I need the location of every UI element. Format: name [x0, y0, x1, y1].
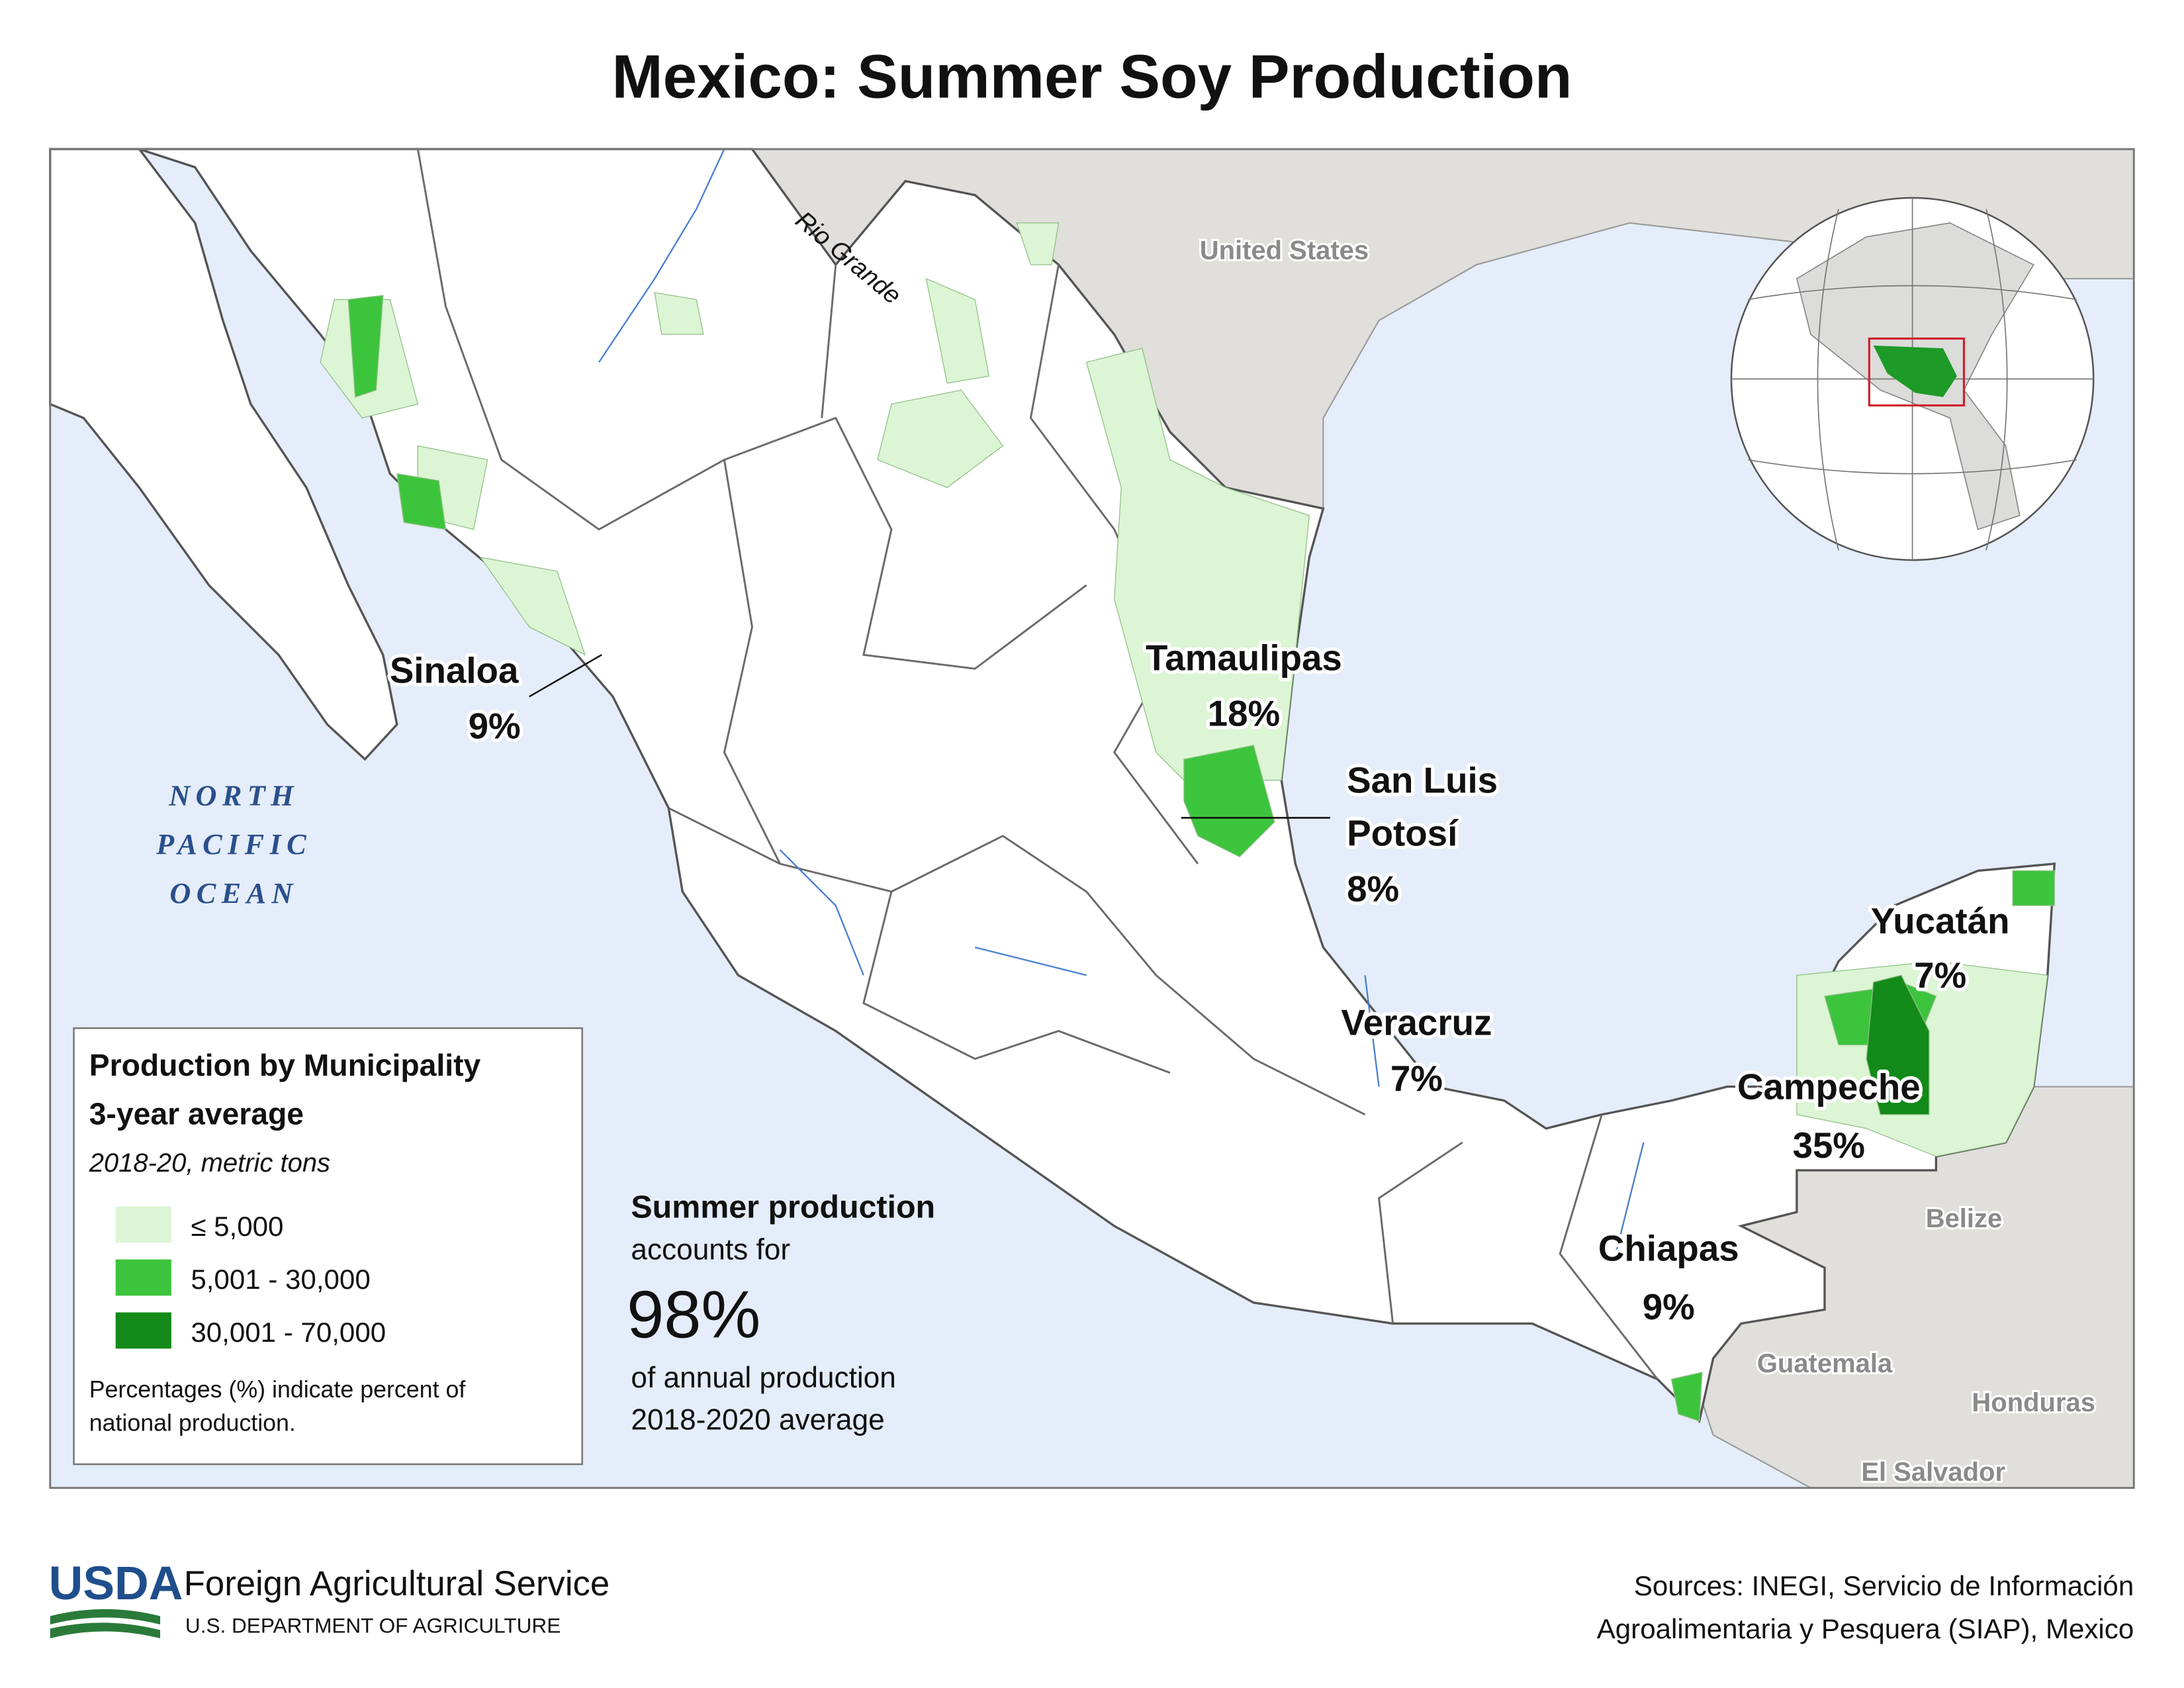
state-share: 7%: [1914, 955, 1966, 996]
title: Mexico: Summer Soy Production: [612, 42, 1572, 111]
callout-value: 98%: [627, 1278, 760, 1352]
globe-mexico: [1873, 345, 1957, 397]
footer-sources: Sources: INEGI, Servicio de Información: [1634, 1570, 2134, 1601]
state-name: San Luis: [1347, 760, 1498, 801]
ocean-label: NORTH: [168, 779, 299, 812]
legend-label: 30,001 - 70,000: [191, 1317, 386, 1348]
footer-department: U.S. DEPARTMENT OF AGRICULTURE: [185, 1614, 561, 1638]
state-name: Tamaulipas: [1146, 637, 1342, 678]
state-share: 35%: [1793, 1125, 1866, 1166]
legend-subtitle: 2018-20, metric tons: [89, 1149, 330, 1178]
state-name: Chiapas: [1598, 1228, 1739, 1269]
usda-logo: USDA: [49, 1557, 183, 1610]
state-share: 18%: [1208, 693, 1281, 734]
region-mid: [1183, 745, 1275, 858]
leader-line: [529, 654, 602, 698]
legend-swatch: [115, 1312, 171, 1349]
region-low: [1085, 348, 1310, 781]
callout-text: accounts for: [631, 1234, 790, 1266]
callout-text: 2018-2020 average: [631, 1403, 884, 1436]
legend-note: national production.: [89, 1409, 296, 1436]
callout-text: of annual production: [631, 1362, 895, 1394]
state-name: Veracruz: [1341, 1002, 1492, 1043]
state-name: Yucatán: [1871, 900, 2010, 941]
legend-classes: ≤ 5,000 5,001 - 30,000 30,001 - 70,000: [115, 1206, 386, 1349]
state-share: 8%: [1347, 868, 1399, 910]
legend-note: Percentages (%) indicate percent of: [89, 1376, 466, 1403]
legend-label: ≤ 5,000: [191, 1211, 283, 1242]
legend-title: Production by Municipality: [89, 1048, 481, 1082]
usda-logo-mark: [50, 1609, 161, 1639]
legend-box: [73, 1027, 583, 1466]
region-low: [654, 222, 1060, 489]
region-mid: [396, 473, 447, 530]
state-share: 9%: [469, 705, 521, 746]
region-high: [1866, 974, 1930, 1115]
state-name: Campeche: [1737, 1066, 1921, 1107]
legend-swatch: [115, 1206, 171, 1243]
ocean-label: OCEAN: [169, 877, 298, 910]
state-share: 7%: [1390, 1058, 1443, 1099]
map-frame: [49, 148, 2135, 1489]
ocean-label: PACIFIC: [156, 828, 312, 861]
legend-title: 3-year average: [89, 1096, 304, 1131]
country-label: Belize: [1926, 1204, 2003, 1233]
footer-agency: Foreign Agricultural Service: [184, 1564, 610, 1603]
baja-california: [49, 148, 398, 761]
country-label: El Salvador: [1861, 1458, 2005, 1487]
rivers: [598, 148, 1645, 1254]
state-name: Potosí: [1347, 813, 1459, 854]
country-label: United States: [1200, 236, 1369, 265]
globe-extent: [1868, 337, 1966, 407]
callout-heading: Summer production: [631, 1189, 935, 1225]
state-share: 9%: [1643, 1286, 1695, 1327]
region-mid: [347, 295, 384, 398]
legend-label: 5,001 - 30,000: [191, 1264, 370, 1295]
region-low: [479, 556, 586, 656]
footer-sources: Agroalimentaria y Pesquera (SIAP), Mexic…: [1597, 1613, 2134, 1644]
state-name: Sinaloa: [390, 649, 519, 690]
country-label: Guatemala: [1757, 1349, 1893, 1378]
legend-swatch: [115, 1259, 171, 1296]
country-label: Honduras: [1972, 1388, 2095, 1417]
